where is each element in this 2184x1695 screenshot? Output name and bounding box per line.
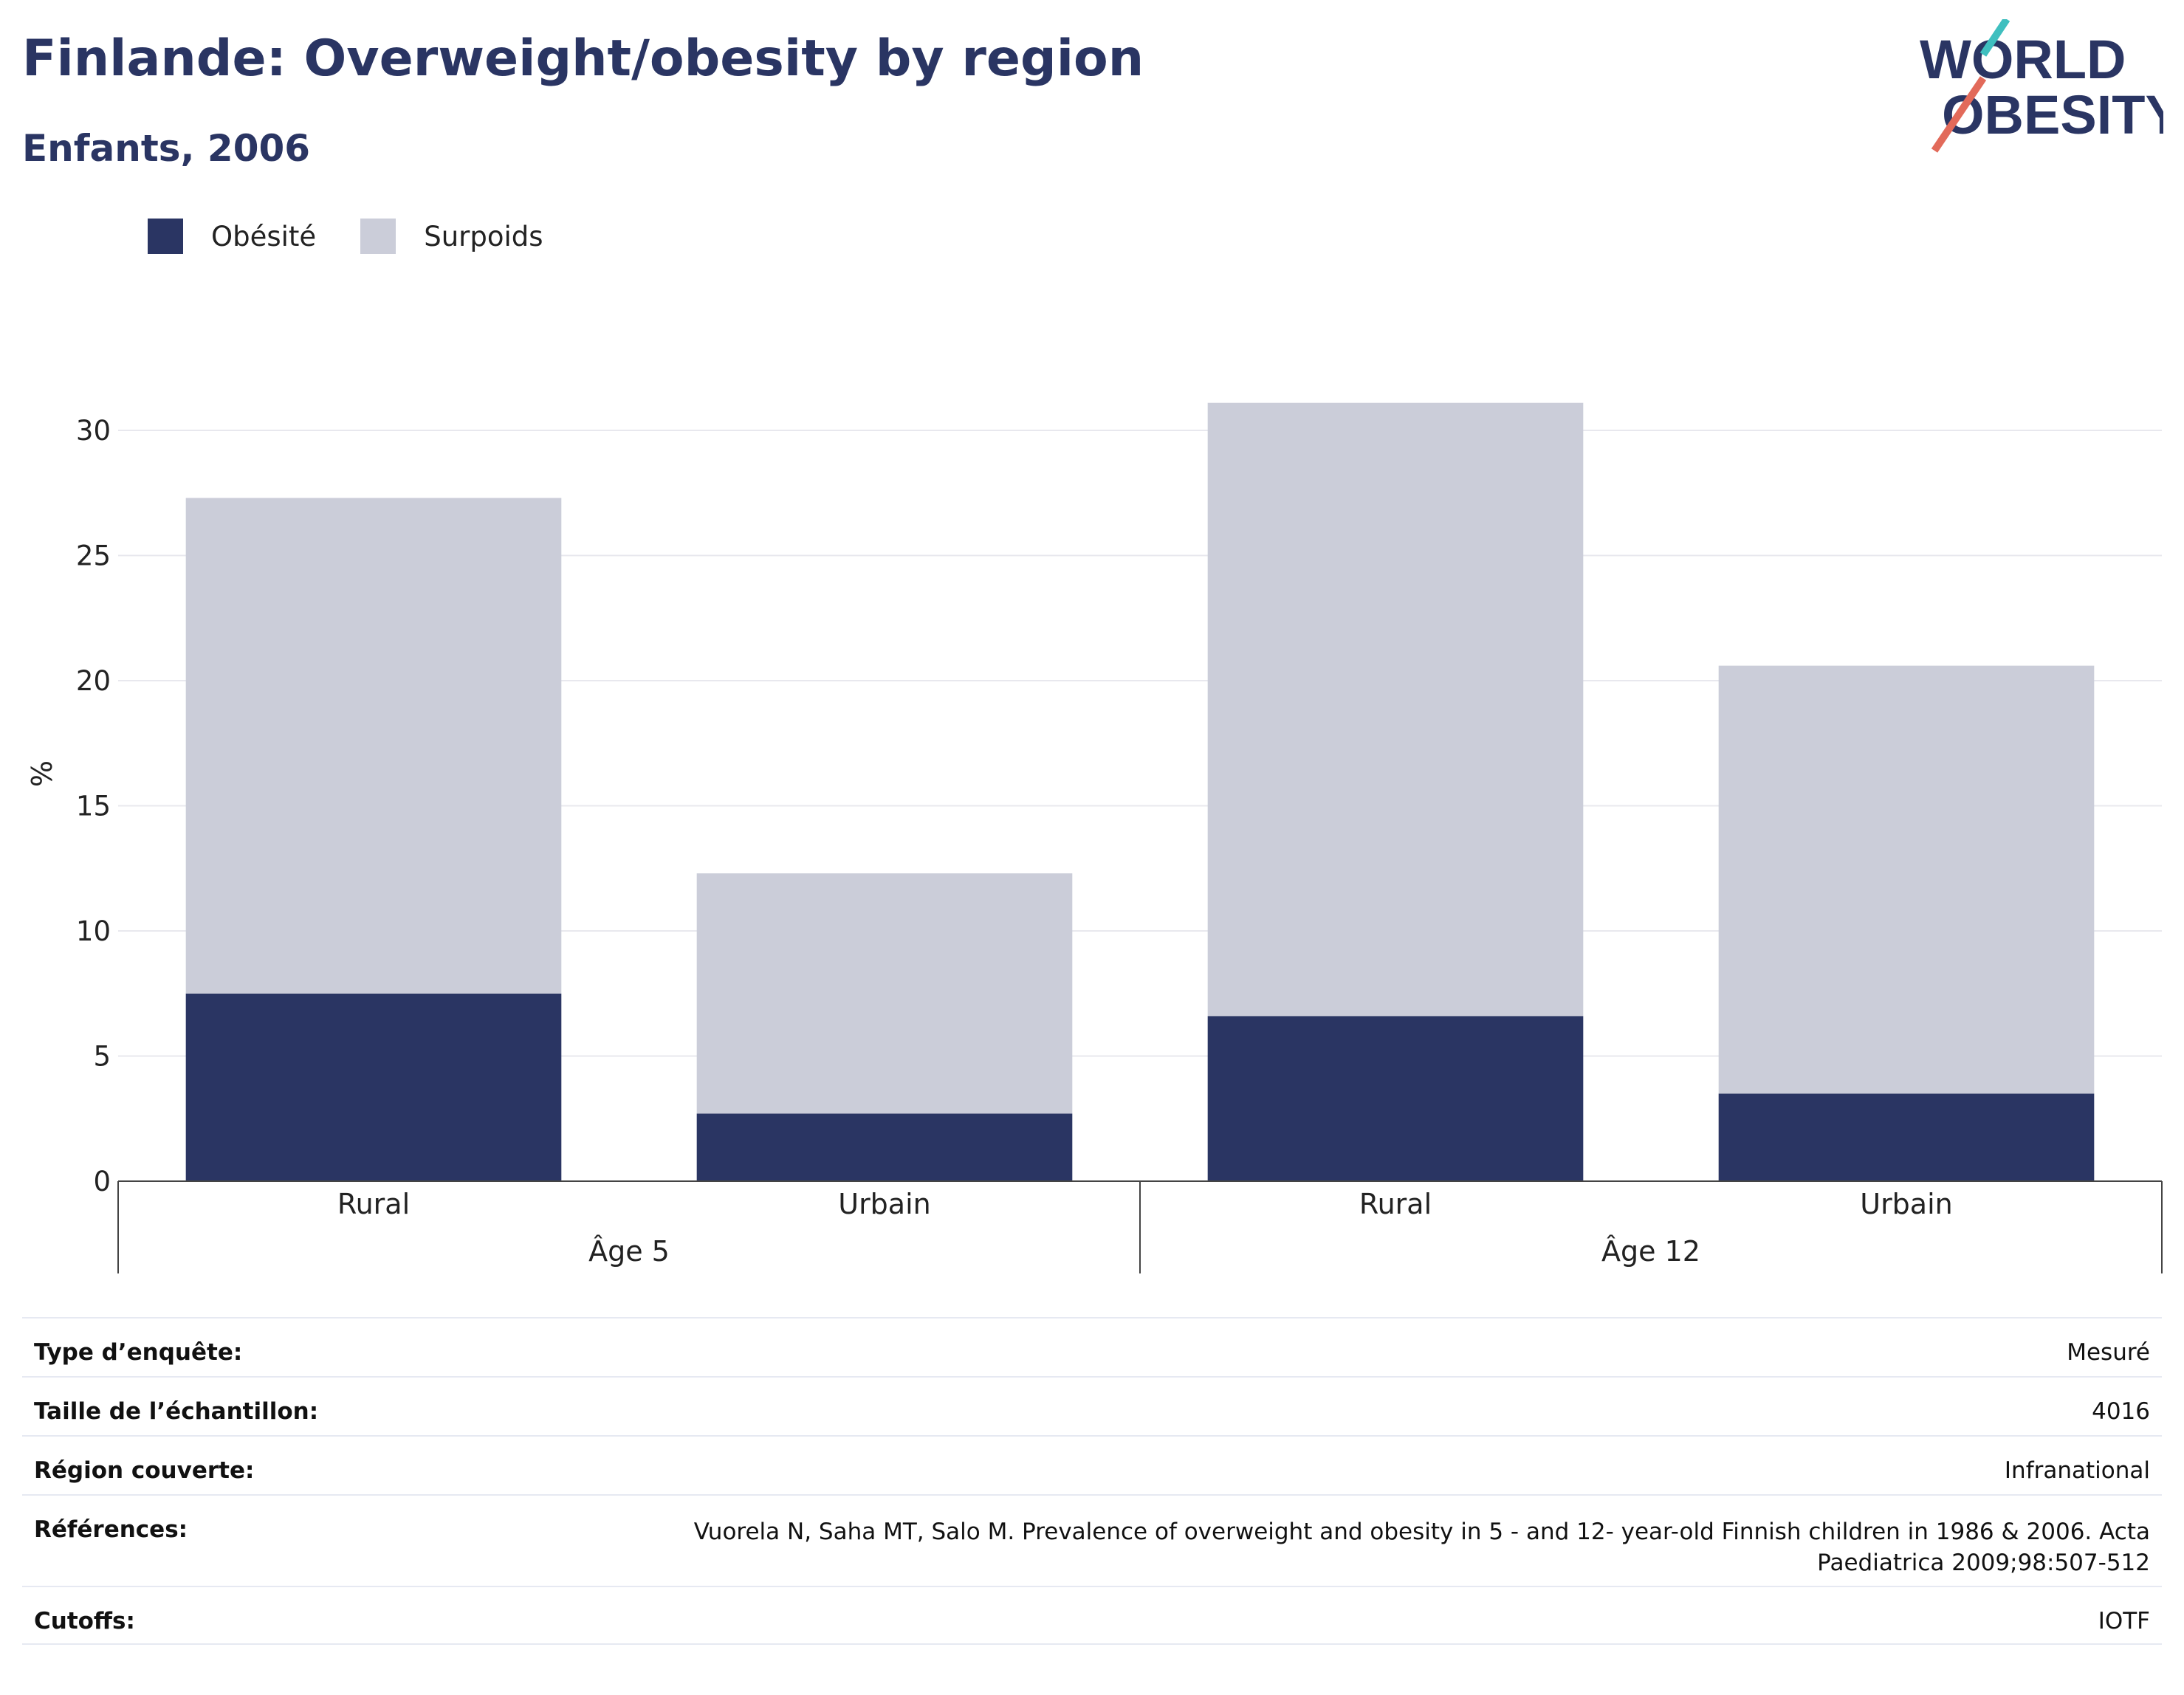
x-tick-label: Urbain — [1860, 1188, 1953, 1220]
y-tick-label: 30 — [76, 415, 111, 447]
metadata-label: Taille de l’échantillon: — [34, 1398, 319, 1425]
chart-subtitle: Enfants, 2006 — [22, 127, 311, 170]
x-group-label: Âge 5 — [588, 1235, 670, 1268]
metadata-row-cutoffs: Cutoffs: IOTF — [22, 1586, 2162, 1645]
metadata-value: IOTF — [2098, 1608, 2150, 1634]
y-tick-label: 15 — [76, 791, 111, 822]
legend-swatch-surpoids — [360, 219, 396, 254]
x-tick-label: Rural — [337, 1188, 410, 1220]
y-tick-label: 10 — [76, 915, 111, 947]
svg-text:OBESITY: OBESITY — [1942, 84, 2163, 145]
svg-text:WORLD: WORLD — [1920, 29, 2126, 90]
y-tick-label: 0 — [93, 1166, 111, 1197]
legend-item-obesite[interactable]: Obésité — [148, 219, 316, 254]
y-tick-label: 25 — [76, 540, 111, 572]
x-group-label: Âge 12 — [1601, 1235, 1700, 1268]
y-tick-label: 5 — [93, 1041, 111, 1073]
chart-title: Finlande: Overweight/obesity by region — [22, 30, 1144, 88]
bar-obesite — [1718, 1093, 2095, 1181]
metadata-label: Références: — [34, 1516, 188, 1543]
metadata-row-references: Références: Vuorela N, Saha MT, Salo M. … — [22, 1494, 2162, 1586]
metadata-label: Cutoffs: — [34, 1608, 135, 1634]
bar-obesite — [185, 993, 562, 1181]
legend-item-surpoids[interactable]: Surpoids — [360, 219, 543, 254]
metadata-row-region: Région couverte: Infranational — [22, 1435, 2162, 1494]
stacked-bar-chart: 0 5 10 15 20 25 30% Rural Urbain Rural Urbain Âge 5… — [26, 402, 2163, 1273]
metadata-value: Mesuré — [2067, 1339, 2150, 1366]
x-tick-label: Urbain — [838, 1188, 931, 1220]
metadata-value: 4016 — [2092, 1398, 2150, 1425]
bar-surpoids — [185, 498, 562, 994]
bar-obesite — [696, 1113, 1073, 1181]
metadata-value: Infranational — [2004, 1457, 2150, 1484]
bar-obesite — [1207, 1016, 1584, 1181]
metadata-label: Type d’enquête: — [34, 1339, 243, 1366]
y-axis-label: % — [26, 760, 58, 787]
metadata-row-survey-type: Type d’enquête: Mesuré — [22, 1317, 2162, 1376]
metadata-value: Vuorela N, Saha MT, Salo M. Prevalence o… — [693, 1519, 2150, 1576]
bar-surpoids — [696, 873, 1073, 1114]
world-obesity-logo: WORLD OBESITY — [1920, 19, 2163, 153]
legend-label-obesite: Obésité — [211, 220, 317, 252]
x-tick-label: Rural — [1359, 1188, 1432, 1220]
chart-legend: Obésité Surpoids — [148, 219, 588, 254]
survey-metadata-table: Type d’enquête: Mesuré Taille de l’échan… — [22, 1317, 2162, 1645]
legend-label-surpoids: Surpoids — [424, 220, 543, 252]
legend-swatch-obesite — [148, 219, 183, 254]
y-tick-label: 20 — [76, 665, 111, 697]
metadata-row-sample-size: Taille de l’échantillon: 4016 — [22, 1376, 2162, 1435]
metadata-label: Région couverte: — [34, 1457, 255, 1484]
bar-surpoids — [1207, 402, 1584, 1017]
bar-surpoids — [1718, 665, 2095, 1094]
